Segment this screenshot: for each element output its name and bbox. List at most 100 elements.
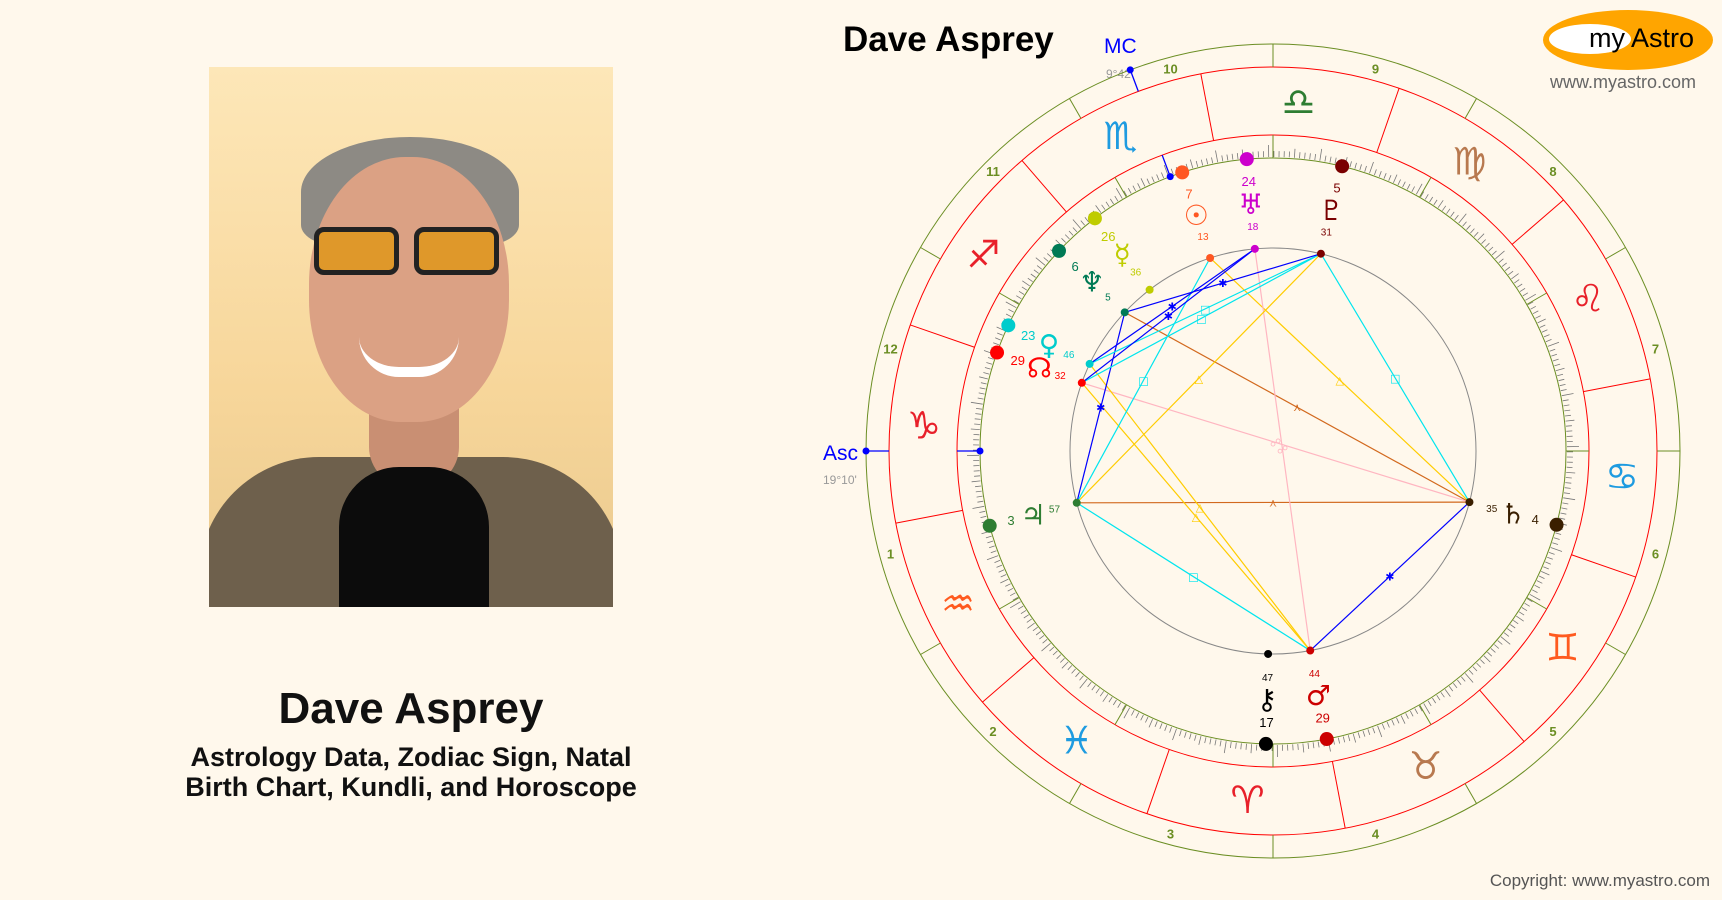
jupiter-degree: 3 bbox=[1007, 513, 1014, 528]
jupiter-aspect-dot bbox=[1072, 498, 1081, 507]
photo-face bbox=[309, 157, 509, 422]
node-position-dot bbox=[990, 345, 1005, 360]
house-cusp-line bbox=[1069, 98, 1082, 119]
house-cusp-tick bbox=[1526, 597, 1547, 610]
pluto-minute: 31 bbox=[1321, 227, 1333, 238]
logo-text: my Astro bbox=[1589, 23, 1694, 54]
house-cusp-line bbox=[920, 642, 941, 655]
aspect-line-sextile bbox=[1081, 248, 1256, 384]
house-cusp-tick bbox=[1114, 704, 1127, 725]
aspect-line-trine bbox=[1076, 253, 1322, 504]
aspect-square-icon: □ bbox=[1390, 372, 1400, 385]
sign-boundary bbox=[910, 324, 975, 348]
uranus-position-dot bbox=[1239, 152, 1254, 167]
mercury-position-dot bbox=[1087, 211, 1102, 226]
profile-photo bbox=[209, 67, 613, 607]
photo-lens-right bbox=[414, 227, 499, 275]
mc-line-outer bbox=[1129, 69, 1139, 92]
house-cusp-line bbox=[1464, 98, 1477, 119]
degree-ring bbox=[979, 157, 1567, 745]
node-aspect-dot bbox=[1077, 378, 1086, 387]
zodiac-pisces-icon: ♓ bbox=[1059, 719, 1093, 763]
sign-boundary bbox=[1146, 749, 1170, 814]
house-cusp-line bbox=[1605, 642, 1626, 655]
sun-degree: 7 bbox=[1185, 186, 1192, 201]
house-number-1: 1 bbox=[887, 546, 894, 561]
house-number-11: 11 bbox=[986, 164, 1000, 179]
aspect-line-trine bbox=[1081, 382, 1311, 651]
neptune-position-dot bbox=[1052, 243, 1067, 258]
house-number-7: 7 bbox=[1652, 342, 1659, 357]
sun-minute: 13 bbox=[1197, 232, 1209, 243]
mc-marker-inner bbox=[1166, 173, 1174, 181]
house-cusp-line bbox=[1464, 783, 1477, 804]
myastro-logo[interactable]: my Astro bbox=[1543, 10, 1713, 70]
asc-marker-outer bbox=[862, 447, 870, 455]
mars-position-dot bbox=[1319, 732, 1334, 747]
saturn-position-dot bbox=[1549, 517, 1564, 532]
saturn-degree: 4 bbox=[1532, 512, 1539, 527]
aspect-line-quincunx bbox=[1124, 311, 1470, 503]
aspect-square-icon: □ bbox=[1138, 374, 1148, 387]
aspect-line-square bbox=[1076, 257, 1211, 504]
chiron-minute: 47 bbox=[1262, 673, 1274, 684]
sign-boundary bbox=[1376, 88, 1400, 153]
jupiter-minute: 57 bbox=[1049, 505, 1061, 516]
aspect-line-sextile bbox=[1089, 248, 1256, 365]
aspect-line-sextile bbox=[1076, 312, 1126, 503]
saturn-minute: 35 bbox=[1486, 504, 1498, 515]
photo-glasses bbox=[314, 227, 504, 279]
house-number-2: 2 bbox=[989, 724, 996, 739]
sign-boundary bbox=[1571, 554, 1636, 578]
sign-boundary bbox=[1511, 199, 1564, 245]
sign-boundary bbox=[1583, 378, 1651, 393]
venus-minute: 46 bbox=[1063, 350, 1075, 361]
neptune-aspect-dot bbox=[1120, 308, 1129, 317]
profile-name: Dave Asprey bbox=[278, 684, 544, 733]
aspect-line-sextile bbox=[1124, 253, 1322, 313]
aspect-sextile-icon: ✱ bbox=[1168, 300, 1177, 313]
pluto-aspect-dot bbox=[1316, 249, 1325, 258]
sign-boundary bbox=[1021, 160, 1067, 213]
logo-url-link[interactable]: www.myastro.com bbox=[1550, 72, 1697, 92]
profile-subtitle-line2: Birth Chart, Kundli, and Horoscope bbox=[185, 772, 637, 802]
sign-boundary bbox=[895, 509, 963, 524]
photo-smile bbox=[359, 337, 459, 377]
house-cusp-line bbox=[920, 247, 941, 260]
mars-glyph-icon: ♂ bbox=[1306, 679, 1331, 712]
uranus-minute: 18 bbox=[1247, 222, 1259, 233]
aspect-line-trine bbox=[1209, 257, 1470, 503]
sun-aspect-dot bbox=[1206, 253, 1215, 262]
zodiac-gemini-icon: ♊ bbox=[1546, 626, 1580, 670]
zodiac-leo-icon: ♌ bbox=[1571, 276, 1605, 320]
aspect-square-icon: □ bbox=[1200, 303, 1210, 316]
aspect-square-icon: □ bbox=[1188, 571, 1198, 584]
house-number-8: 8 bbox=[1549, 164, 1556, 179]
neptune-glyph-icon: ♆ bbox=[1079, 266, 1104, 299]
zodiac-aries-icon: ♈ bbox=[1231, 778, 1265, 822]
aspect-trine-icon: △ bbox=[1195, 372, 1204, 385]
chiron-glyph-icon: ⚷ bbox=[1257, 683, 1278, 716]
house-number-10: 10 bbox=[1163, 61, 1177, 76]
house-number-9: 9 bbox=[1372, 61, 1379, 76]
zodiac-libra-icon: ♎ bbox=[1281, 80, 1315, 124]
sign-boundary bbox=[982, 657, 1035, 703]
aspect-line-square bbox=[1320, 253, 1470, 503]
house-number-6: 6 bbox=[1652, 546, 1659, 561]
pluto-position-dot bbox=[1335, 159, 1350, 174]
mc-marker-outer bbox=[1126, 66, 1134, 74]
aspect-opposition-icon: ☍ bbox=[1270, 436, 1281, 449]
uranus-aspect-dot bbox=[1250, 244, 1259, 253]
asc-marker-inner bbox=[976, 447, 984, 455]
house-cusp-tick bbox=[999, 292, 1020, 305]
aspect-sextile-icon: ✱ bbox=[1385, 570, 1394, 583]
zodiac-scorpio-icon: ♏ bbox=[1103, 114, 1137, 158]
house-number-4: 4 bbox=[1372, 827, 1380, 842]
aspect-circle bbox=[1069, 247, 1477, 655]
chiron-degree: 17 bbox=[1259, 715, 1273, 730]
aspect-line-sextile bbox=[1309, 501, 1470, 651]
aspect-quincunx-icon: ⋏ bbox=[1293, 401, 1301, 414]
house-number-3: 3 bbox=[1167, 827, 1174, 842]
mc-label: MC bbox=[1104, 35, 1137, 58]
